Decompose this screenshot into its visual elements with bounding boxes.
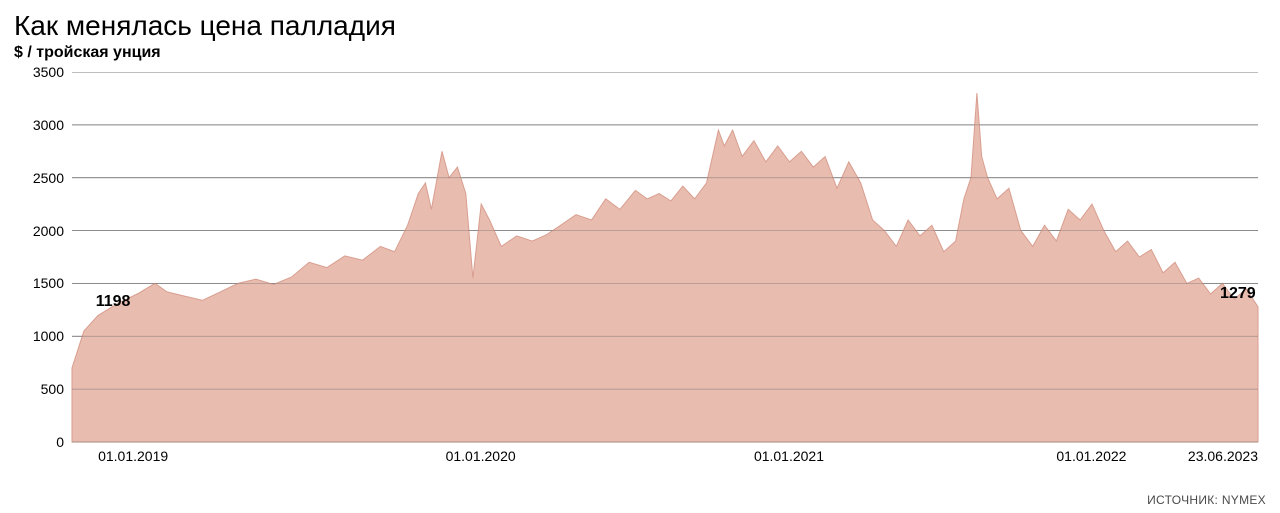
- source-line: ИСТОЧНИК: NYMEX: [1147, 493, 1266, 507]
- y-axis-tick: 1000: [14, 328, 64, 344]
- source-prefix: ИСТОЧНИК:: [1147, 493, 1222, 507]
- x-axis-tick: 23.06.2023: [1188, 448, 1258, 464]
- chart-subtitle: $ / тройская унция: [14, 44, 1266, 62]
- x-axis-tick: 01.01.2022: [1056, 448, 1126, 464]
- y-axis-tick: 2500: [14, 170, 64, 186]
- x-axis-tick: 01.01.2019: [98, 448, 168, 464]
- y-axis-tick: 2000: [14, 223, 64, 239]
- chart-title: Как менялась цена палладия: [14, 10, 1266, 42]
- price-area-chart: 050010001500200025003000350001.01.201901…: [14, 72, 1266, 472]
- x-axis-tick: 01.01.2021: [754, 448, 824, 464]
- y-axis-tick: 0: [14, 434, 64, 450]
- source-name: NYMEX: [1222, 493, 1266, 507]
- y-axis-tick: 3500: [14, 64, 64, 80]
- value-annotation: 1198: [96, 293, 131, 311]
- value-annotation: 1279: [1220, 285, 1256, 303]
- chart-container: Как менялась цена палладия $ / тройская …: [0, 0, 1280, 513]
- y-axis-tick: 1500: [14, 275, 64, 291]
- x-axis-tick: 01.01.2020: [446, 448, 516, 464]
- y-axis-tick: 3000: [14, 117, 64, 133]
- y-axis-tick: 500: [14, 381, 64, 397]
- chart-svg: [14, 72, 1266, 472]
